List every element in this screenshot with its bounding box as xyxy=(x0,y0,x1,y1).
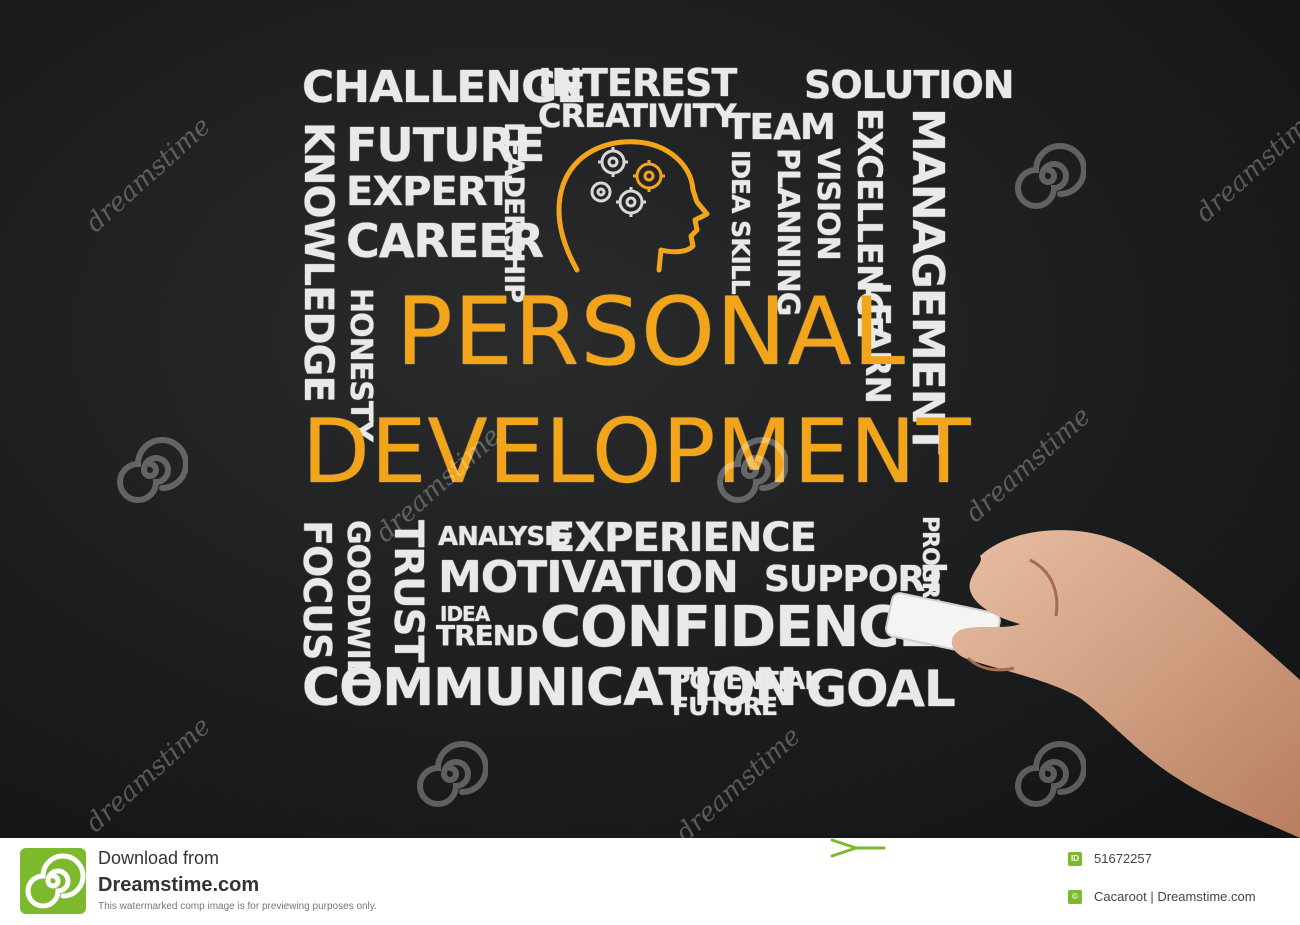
watermark-spiral-icon xyxy=(417,741,488,807)
word-team: TEAM xyxy=(726,107,836,148)
word-expert: EXPERT xyxy=(346,169,512,215)
word-trend: TREND xyxy=(436,619,538,652)
word-learn: LEARN xyxy=(857,282,897,403)
watermark-text: dreamstime xyxy=(80,711,217,838)
download-from-text: Download from xyxy=(98,848,220,868)
word-honesty: HONESTY xyxy=(343,288,378,442)
word-solution: SOLUTION xyxy=(804,63,1015,107)
id-badge-icon: ID xyxy=(1068,852,1082,866)
scissors-icon xyxy=(830,838,886,858)
word-vision: VISION xyxy=(810,148,845,260)
word-future-bottom: FUTURE xyxy=(672,692,778,721)
headline-development: DEVELOPMENT xyxy=(302,400,972,503)
word-goodwill: GOODWILL xyxy=(340,520,375,696)
dreamstime-logo-icon xyxy=(20,848,86,914)
watermark-text: dreamstime xyxy=(960,401,1097,529)
word-creativity: CREATIVITY xyxy=(538,97,737,135)
hand-with-chalk xyxy=(885,530,1300,838)
word-motivation: MOTIVATION xyxy=(438,552,739,603)
word-confidence: CONFIDENCE xyxy=(540,595,937,660)
preview-notice: This watermarked comp image is for previ… xyxy=(98,901,377,912)
copyright-badge-icon: © xyxy=(1068,890,1082,904)
word-goal: GOAL xyxy=(806,660,956,718)
word-focus: FOCUS xyxy=(295,520,339,660)
watermark-spiral-icon xyxy=(1015,143,1086,209)
watermark-text: dreamstime xyxy=(80,111,217,239)
head-gears-icon xyxy=(556,139,710,273)
word-analysis: ANALYSIS xyxy=(438,522,571,552)
word-idea-skill: IDEA SKILL xyxy=(726,150,755,294)
word-experience: EXPERIENCE xyxy=(548,515,817,561)
word-support: SUPPORT xyxy=(764,559,947,600)
watermark-text: dreamstime xyxy=(1190,101,1300,229)
word-potential: POTENTIAL xyxy=(672,666,820,695)
watermark-text: dreamstime xyxy=(670,721,807,838)
word-excellence: EXCELLENCE xyxy=(849,108,889,338)
word-planning: PLANNING xyxy=(770,148,805,316)
chalkboard: CHALLENGE INTEREST SOLUTION CREATIVITY T… xyxy=(0,0,1300,838)
watermark-spiral-icon xyxy=(1015,741,1086,807)
word-knowledge: KNOWLEDGE xyxy=(295,122,341,402)
watermark-footer: Download from Dreamstime.com This waterm… xyxy=(0,838,1300,925)
word-trust: TRUST xyxy=(385,520,431,662)
word-leadership: LEADERSHIP xyxy=(498,122,529,303)
headline-personal: PERSONAL xyxy=(396,278,907,387)
word-career: CAREER xyxy=(346,214,544,268)
word-future: FUTURE xyxy=(346,118,545,172)
word-challenge: CHALLENGE xyxy=(302,62,586,113)
word-interest: INTEREST xyxy=(538,61,737,105)
watermark-spiral-icon xyxy=(117,437,188,503)
author-credit: Cacaroot | Dreamstime.com xyxy=(1094,889,1256,904)
watermark-spiral-icon xyxy=(717,437,788,503)
image-id: 51672257 xyxy=(1094,851,1152,866)
site-name-link[interactable]: Dreamstime.com xyxy=(98,874,260,896)
word-management: MANAGEMENT xyxy=(902,108,953,454)
word-idea: IDEA xyxy=(440,602,490,626)
word-communication: COMMUNICATION xyxy=(302,658,798,718)
